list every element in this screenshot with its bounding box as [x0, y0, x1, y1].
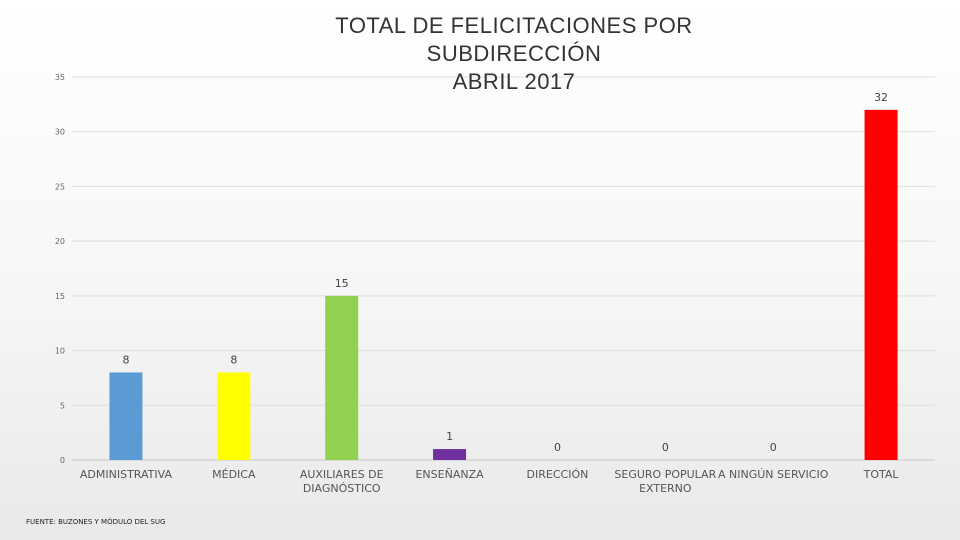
- x-tick-label: A NINGÚN SERVICIO: [718, 468, 829, 481]
- data-label: 8: [230, 353, 237, 366]
- x-tick-label: MÉDICA: [212, 468, 256, 481]
- x-axis: ADMINISTRATIVA MÉDICA AUXILIARES DEDIAGNÓS…: [80, 468, 899, 495]
- data-label: 32: [874, 91, 888, 104]
- bars: [109, 109, 898, 460]
- y-tick-label: 30: [55, 128, 65, 137]
- y-axis: 0 5 10 15 20 25 30 35: [55, 73, 65, 465]
- bar: [325, 295, 359, 460]
- x-tick-label: AUXILIARES DE: [300, 468, 384, 481]
- chart-title-line-2: SUBDIRECCIÓN: [426, 41, 602, 66]
- y-tick-label: 15: [55, 292, 65, 301]
- x-tick-label: ADMINISTRATIVA: [80, 468, 173, 481]
- x-tick-label: SEGURO POPULAR: [614, 468, 716, 481]
- data-label: 0: [770, 441, 777, 454]
- data-labels: 8 8 15 1 0 0 0 32: [122, 91, 888, 454]
- bar: [433, 449, 467, 460]
- x-tick-label: DIAGNÓSTICO: [303, 482, 381, 495]
- gridlines: [72, 76, 935, 461]
- source-note: FUENTE: BUZONES Y MÓDULO DEL SUG: [26, 518, 166, 526]
- x-tick-label: TOTAL: [863, 468, 900, 481]
- bar: [864, 109, 898, 460]
- chart-title: TOTAL DE FELICITACIONES POR SUBDIRECCIÓN…: [300, 12, 728, 96]
- y-tick-label: 20: [55, 237, 65, 246]
- data-label: 1: [446, 430, 453, 443]
- y-tick-label: 10: [55, 347, 65, 356]
- data-label: 0: [554, 441, 561, 454]
- data-label: 8: [122, 353, 129, 366]
- y-tick-label: 25: [55, 182, 65, 191]
- x-tick-label: ENSEÑANZA: [415, 468, 484, 481]
- x-tick-label: DIRECCIÓN: [527, 468, 589, 481]
- x-tick-label: EXTERNO: [639, 482, 692, 495]
- bar: [217, 372, 251, 460]
- bar: [109, 372, 143, 460]
- y-tick-label: 5: [60, 401, 65, 410]
- data-label: 0: [662, 441, 669, 454]
- chart-title-line-1: TOTAL DE FELICITACIONES POR: [335, 13, 693, 38]
- y-tick-label: 0: [60, 456, 65, 465]
- chart-title-line-3: ABRIL 2017: [452, 69, 576, 94]
- data-label: 15: [335, 277, 349, 290]
- y-tick-label: 35: [55, 73, 65, 82]
